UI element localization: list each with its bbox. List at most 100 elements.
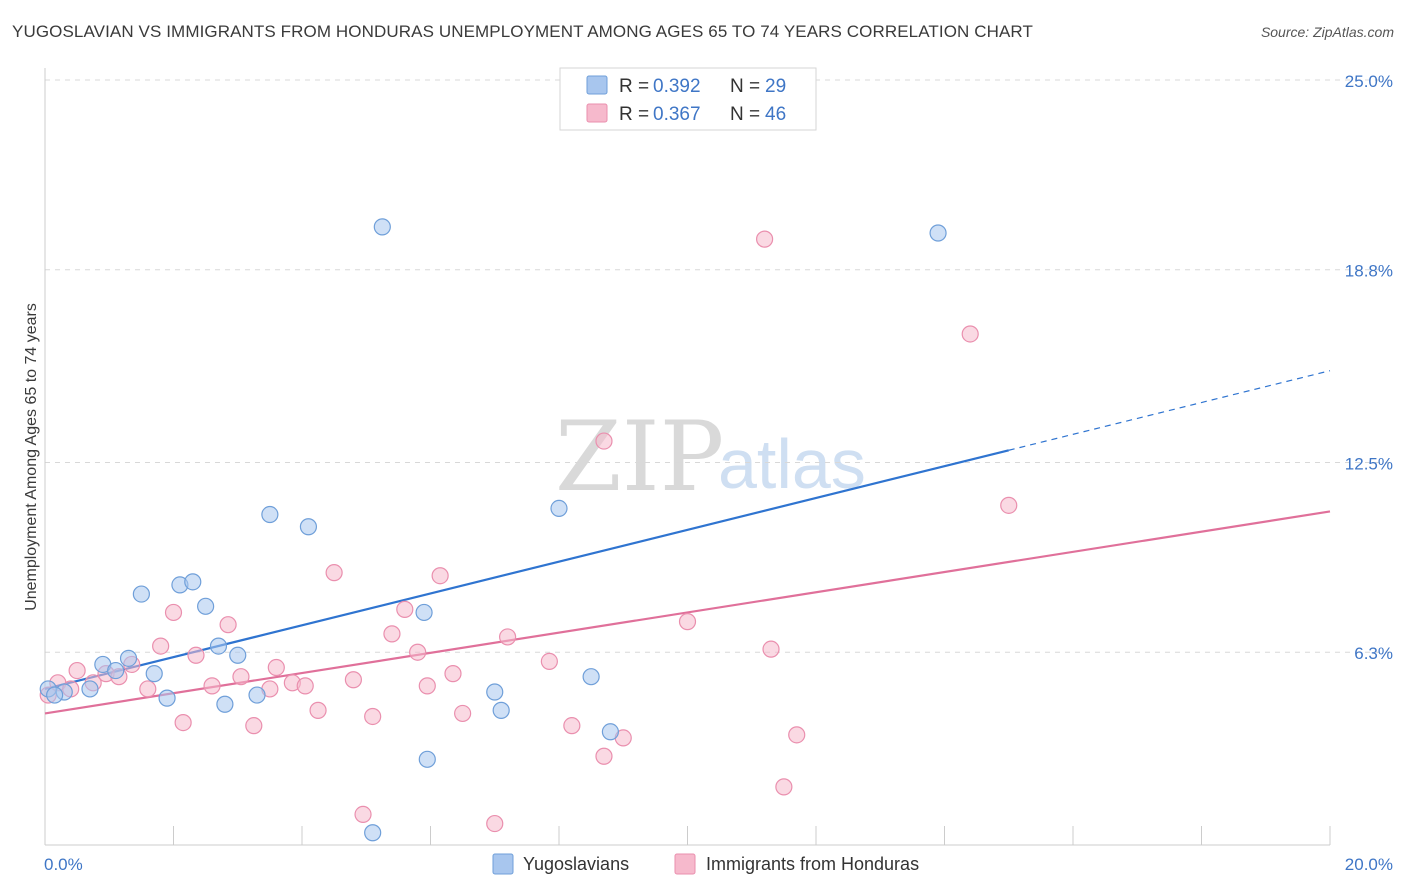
- legend-r-label: R =: [619, 104, 649, 125]
- watermark-atlas: atlas: [718, 425, 866, 503]
- bottom-legend-honduras: Immigrants from Honduras: [706, 854, 919, 874]
- point-yugoslavians: [184, 573, 202, 591]
- point-yugoslavians: [158, 689, 176, 707]
- axes: [44, 68, 1331, 846]
- point-honduras: [563, 717, 581, 735]
- point-honduras: [678, 613, 697, 631]
- point-honduras: [152, 637, 170, 655]
- point-honduras: [595, 747, 613, 765]
- point-yugoslavians: [601, 723, 620, 741]
- trend-line-yugoslavians: [44, 449, 1010, 691]
- point-yugoslavians: [197, 597, 215, 615]
- point-honduras: [364, 707, 382, 726]
- point-yugoslavians: [145, 665, 163, 683]
- point-yugoslavians: [132, 585, 150, 603]
- point-honduras: [788, 726, 806, 744]
- trend-line-honduras: [44, 510, 1331, 715]
- point-honduras: [775, 778, 793, 796]
- legend-r-value-honduras: 0.367: [653, 104, 701, 125]
- point-yugoslavians: [229, 646, 247, 664]
- legend-n-label: N =: [730, 104, 760, 125]
- legend-n-label: N =: [730, 76, 760, 97]
- point-honduras: [187, 646, 205, 664]
- point-honduras: [762, 640, 780, 658]
- point-honduras: [68, 661, 86, 680]
- legend-n-value-yugoslavians: 29: [765, 76, 786, 97]
- point-honduras: [325, 564, 343, 582]
- bottom-legend-swatch-honduras: [674, 853, 696, 875]
- point-honduras: [267, 658, 285, 677]
- bottom-legend-yugoslavians: Yugoslavians: [523, 854, 629, 874]
- point-honduras: [309, 701, 327, 719]
- point-honduras: [444, 665, 462, 683]
- point-honduras: [139, 680, 157, 698]
- point-honduras: [396, 600, 414, 618]
- point-honduras: [961, 325, 979, 343]
- point-yugoslavians: [216, 695, 234, 713]
- point-yugoslavians: [46, 686, 64, 704]
- point-yugoslavians: [929, 224, 947, 242]
- point-yugoslavians: [261, 505, 279, 524]
- point-honduras: [454, 704, 472, 723]
- point-honduras: [486, 814, 504, 833]
- point-honduras: [499, 628, 517, 646]
- point-honduras: [174, 713, 192, 732]
- point-yugoslavians: [582, 668, 600, 686]
- point-yugoslavians: [119, 649, 138, 667]
- y-tick-label: 18.8%: [1345, 262, 1393, 281]
- gridlines: [45, 79, 1395, 653]
- point-honduras: [296, 677, 314, 695]
- trend-lines: [44, 370, 1331, 715]
- point-honduras: [164, 603, 183, 622]
- watermark: ZIP atlas: [555, 401, 866, 513]
- point-honduras: [431, 567, 449, 585]
- point-yugoslavians: [550, 499, 568, 517]
- point-honduras: [1000, 496, 1018, 514]
- point-honduras: [203, 677, 221, 695]
- y-tick-label: 6.3%: [1354, 644, 1393, 663]
- point-yugoslavians: [107, 661, 125, 680]
- y-tick-label: 12.5%: [1345, 455, 1393, 474]
- point-honduras: [540, 652, 558, 671]
- legend-swatch-yugoslavians: [586, 75, 608, 95]
- point-honduras: [595, 432, 613, 450]
- legend-n-value-honduras: 46: [765, 104, 786, 125]
- y-axis-label: Unemployment Among Ages 65 to 74 years: [23, 303, 40, 611]
- trend-line-extension-yugoslavians: [1008, 370, 1331, 451]
- point-yugoslavians: [415, 603, 433, 622]
- data-points: [39, 218, 1018, 842]
- y-tick-label: 25.0%: [1345, 72, 1393, 91]
- chart-title: YUGOSLAVIAN VS IMMIGRANTS FROM HONDURAS …: [12, 22, 1033, 41]
- legend-box: R = 0.392 N = 29 R = 0.367 N = 46: [559, 67, 817, 131]
- point-honduras: [418, 677, 436, 695]
- point-yugoslavians: [81, 680, 99, 698]
- x-tick-label: 0.0%: [44, 855, 83, 874]
- point-honduras: [383, 625, 401, 643]
- point-yugoslavians: [209, 637, 228, 655]
- x-tick-label: 20.0%: [1345, 855, 1393, 874]
- point-honduras: [354, 805, 372, 824]
- y-tick-labels: 6.3% 12.5% 18.8% 25.0%: [1345, 72, 1393, 663]
- point-yugoslavians: [364, 824, 382, 842]
- legend-r-value-yugoslavians: 0.392: [653, 76, 701, 97]
- point-honduras: [409, 643, 427, 661]
- legend-r-label: R =: [619, 76, 649, 97]
- legend-swatch-honduras: [586, 103, 608, 123]
- point-yugoslavians: [418, 750, 436, 768]
- source-credit: Source: ZipAtlas.com: [1260, 24, 1394, 40]
- point-yugoslavians: [486, 683, 504, 701]
- x-tick-labels: 0.0% 20.0%: [44, 855, 1393, 874]
- point-honduras: [232, 668, 250, 686]
- point-yugoslavians: [248, 686, 266, 704]
- point-yugoslavians: [492, 701, 510, 719]
- watermark-zip: ZIP: [555, 401, 724, 513]
- bottom-legend-swatch-yugoslavians: [492, 853, 514, 875]
- point-yugoslavians: [299, 518, 318, 536]
- point-honduras: [755, 230, 774, 248]
- point-honduras: [344, 671, 362, 689]
- bottom-legend: Yugoslavians Immigrants from Honduras: [492, 853, 919, 875]
- point-honduras: [219, 616, 237, 634]
- point-honduras: [245, 717, 263, 735]
- point-yugoslavians: [373, 218, 391, 236]
